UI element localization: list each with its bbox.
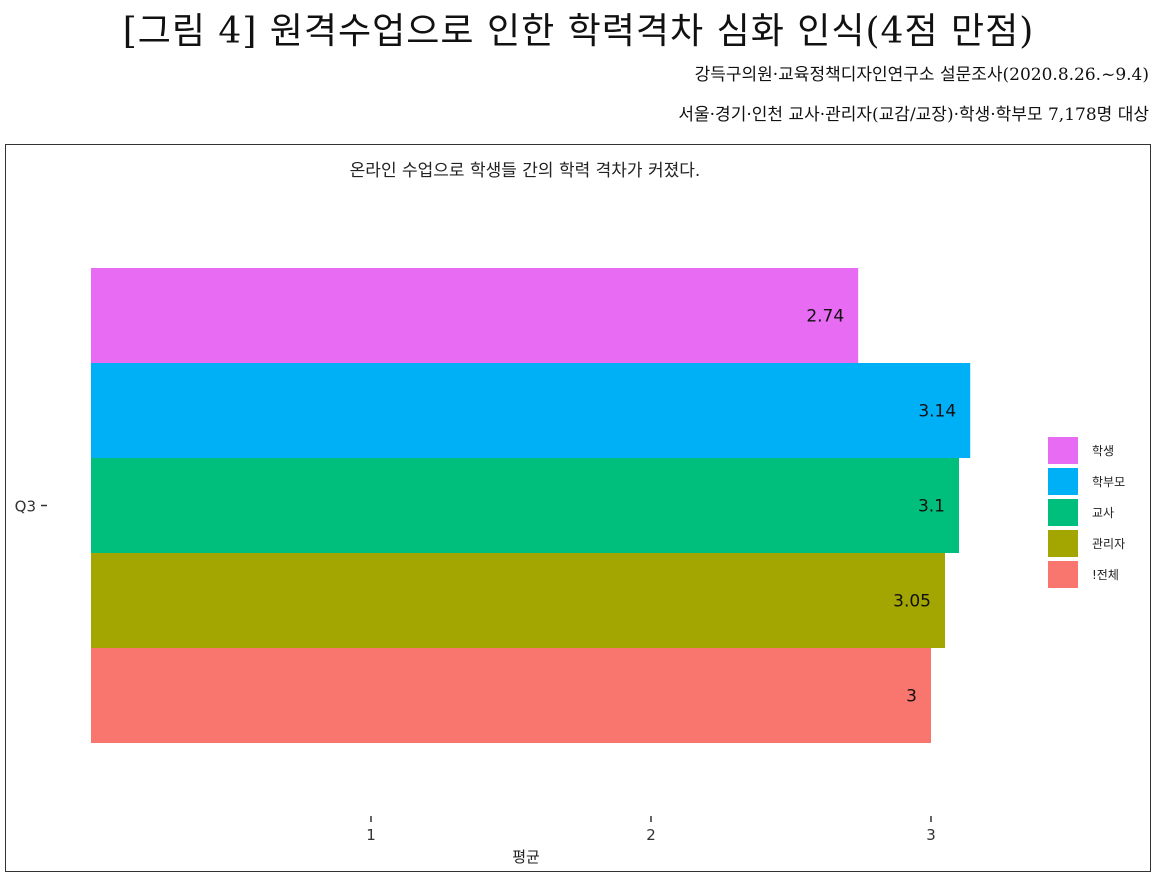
source-line-1: 강득구의원·교육정책디자인연구소 설문조사(2020.8.26.~9.4) [694,65,1149,85]
bar-1 [91,268,859,363]
legend-label-1: 학생 [1092,444,1114,458]
bar-5 [91,648,931,743]
legend-swatch-2 [1048,468,1078,495]
legend-label-2: 학부모 [1092,475,1125,489]
legend-swatch-1 [1048,437,1078,464]
figure-title: [그림 4] 원격수업으로 인한 학력격차 심화 인식(4점 만점) [122,11,1035,52]
legend-label-3: 교사 [1092,506,1114,520]
x-tick-label: 3 [926,826,936,844]
bar-3 [91,458,959,553]
x-axis-title: 평균 [512,848,540,866]
bar-2 [91,363,971,458]
legend-swatch-5 [1048,561,1078,588]
bar-label-4: 3.05 [893,592,931,612]
legend-swatch-3 [1048,499,1078,526]
source-line-2: 서울·경기·인천 교사·관리자(교감/교장)·학생·학부모 7,178명 대상 [678,105,1149,125]
y-tick-label: Q3 [15,498,36,516]
chart-title: 온라인 수업으로 학생들 간의 학력 격차가 커졌다. [350,161,701,181]
chart-frame [5,144,1151,872]
bar-label-2: 3.14 [918,402,956,422]
x-tick-label: 2 [646,826,656,844]
legend-label-4: 관리자 [1092,537,1125,551]
legend-label-5: !전체 [1092,568,1119,582]
bar-label-3: 3.1 [918,497,945,517]
bar-4 [91,553,945,648]
bar-label-5: 3 [906,687,917,707]
bar-label-1: 2.74 [806,307,844,327]
legend-swatch-4 [1048,530,1078,557]
x-tick-label: 1 [366,826,376,844]
